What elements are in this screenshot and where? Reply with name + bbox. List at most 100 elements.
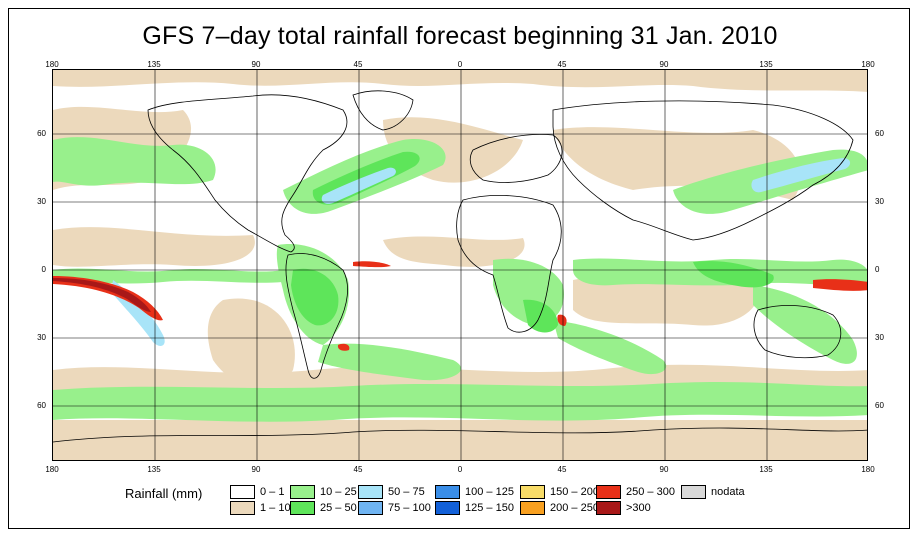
heavy-rain-kuroshio <box>751 158 851 193</box>
lon-tick-top: 135 <box>759 60 773 69</box>
rainfall-map <box>52 69 868 461</box>
legend-item-2: 10 – 25 <box>290 484 357 500</box>
legend-swatch <box>681 485 706 499</box>
legend-item-10: 250 – 300 <box>596 484 675 500</box>
extreme-rain-spcz <box>813 279 867 291</box>
lon-tick-bottom: 180 <box>861 465 875 474</box>
legend-item-9: 200 – 250 <box>520 500 599 516</box>
legend-label: 75 – 100 <box>388 502 431 514</box>
lat-tick-left: 60 <box>37 401 46 410</box>
coastlines <box>53 90 867 443</box>
lon-tick-bottom: 180 <box>45 465 59 474</box>
legend-label: 250 – 300 <box>626 486 675 498</box>
legend-swatch <box>520 485 545 499</box>
legend-swatch <box>230 485 255 499</box>
legend-label: 200 – 250 <box>550 502 599 514</box>
lon-tick-bottom: 45 <box>353 465 363 474</box>
legend-swatch <box>358 501 383 515</box>
extreme-rain-layer <box>53 261 867 351</box>
legend-item-11: >300 <box>596 500 651 516</box>
wet-rain-maritime-continent <box>693 260 774 288</box>
legend-swatch <box>596 485 621 499</box>
lon-tick-bottom: 45 <box>557 465 567 474</box>
legend-swatch <box>596 501 621 515</box>
coastline-greenland <box>352 90 414 131</box>
legend-swatch <box>358 485 383 499</box>
moderate-rain-south-pacific-cz <box>753 285 857 364</box>
legend-label: 50 – 75 <box>388 486 425 498</box>
moderate-rain-southern-ocean-band <box>53 382 867 422</box>
light-rain-arctic <box>53 70 867 92</box>
lat-tick-left: 60 <box>37 129 46 138</box>
lon-tick-bottom: 135 <box>759 465 773 474</box>
legend-label: nodata <box>711 486 745 498</box>
lat-tick-right: 60 <box>875 401 884 410</box>
lat-tick-right: 30 <box>875 333 884 342</box>
lat-tick-left: 30 <box>37 197 46 206</box>
lon-tick-top: 45 <box>353 60 363 69</box>
wet-rain-southern-africa <box>523 299 558 333</box>
moderate-rain-south-atlantic <box>318 343 462 381</box>
light-rain-tropics-atlantic <box>383 236 525 267</box>
legend-swatch <box>520 501 545 515</box>
light-rain-south-pacific <box>207 298 295 389</box>
legend-item-0: 0 – 1 <box>230 484 284 500</box>
lon-tick-top: 90 <box>659 60 669 69</box>
legend-swatch <box>435 501 460 515</box>
coastline-asia <box>552 100 854 241</box>
rainfall-map-canvas <box>53 70 867 460</box>
lon-tick-bottom: 0 <box>457 465 463 474</box>
coastline-australia <box>753 305 842 359</box>
coastline-africa <box>456 195 562 333</box>
legend-swatch <box>290 501 315 515</box>
moderate-rain-south-indian <box>553 320 667 375</box>
lat-tick-right: 30 <box>875 197 884 206</box>
extreme-rain-central-pacific-core <box>53 278 151 312</box>
lat-tick-right: 60 <box>875 129 884 138</box>
lon-tick-top: 180 <box>861 60 875 69</box>
legend-item-7: 125 – 150 <box>435 500 514 516</box>
graticule <box>53 70 867 460</box>
moderate-rain-east-pacific-itcz <box>53 268 283 284</box>
legend-item-8: 150 – 200 <box>520 484 599 500</box>
lon-tick-bottom: 135 <box>147 465 161 474</box>
lon-tick-bottom: 90 <box>251 465 261 474</box>
legend-label: 100 – 125 <box>465 486 514 498</box>
lon-tick-top: 90 <box>251 60 261 69</box>
lon-tick-top: 180 <box>45 60 59 69</box>
extreme-rain-south-atlantic <box>337 343 350 351</box>
lon-tick-bottom: 90 <box>659 465 669 474</box>
legend-item-4: 50 – 75 <box>358 484 425 500</box>
legend-item-1: 1 – 10 <box>230 500 291 516</box>
legend-label: >300 <box>626 502 651 514</box>
coastline-europe <box>469 134 563 183</box>
legend-label: 1 – 10 <box>260 502 291 514</box>
legend-item-12: nodata <box>681 484 745 500</box>
lat-tick-left: 30 <box>37 333 46 342</box>
legend-label: 125 – 150 <box>465 502 514 514</box>
lon-tick-top: 0 <box>457 60 463 69</box>
legend-swatch <box>435 485 460 499</box>
legend-item-5: 75 – 100 <box>358 500 431 516</box>
legend-label: 10 – 25 <box>320 486 357 498</box>
coastline-antarctica <box>53 427 867 443</box>
legend-label: 0 – 1 <box>260 486 285 498</box>
legend-item-6: 100 – 125 <box>435 484 514 500</box>
lat-tick-right: 0 <box>875 265 880 274</box>
extreme-rain-madagascar <box>557 314 567 326</box>
map-title: GFS 7–day total rainfall forecast beginn… <box>142 22 778 50</box>
moderate-rain-north-pacific-storm-track <box>53 137 216 186</box>
light-rain-indian-ocean <box>573 275 760 326</box>
lon-tick-top: 45 <box>557 60 567 69</box>
legend-swatch <box>230 501 255 515</box>
figure-frame <box>8 8 910 529</box>
light-rain-tropics-pacific <box>53 227 255 267</box>
wet-rain-amazon <box>291 268 339 326</box>
legend-swatch <box>290 485 315 499</box>
extreme-rain-itcz-atlantic <box>353 261 391 268</box>
legend-item-3: 25 – 50 <box>290 500 357 516</box>
legend-title: Rainfall (mm) <box>125 486 203 501</box>
coastline-north-america <box>147 94 348 253</box>
legend-label: 150 – 200 <box>550 486 599 498</box>
legend-label: 25 – 50 <box>320 502 357 514</box>
